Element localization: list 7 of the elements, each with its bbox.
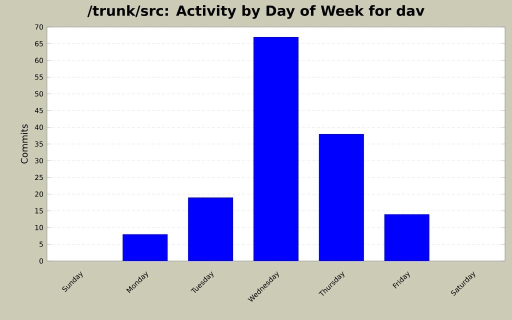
- bar: [188, 197, 234, 261]
- bar: [384, 214, 430, 261]
- bar: [254, 37, 298, 261]
- y-axis-title: Commits: [20, 124, 28, 164]
- bar: [318, 134, 364, 261]
- bar: [122, 234, 168, 261]
- chart-title: /trunk/src: Activity by Day of Week for dav: [87, 5, 424, 19]
